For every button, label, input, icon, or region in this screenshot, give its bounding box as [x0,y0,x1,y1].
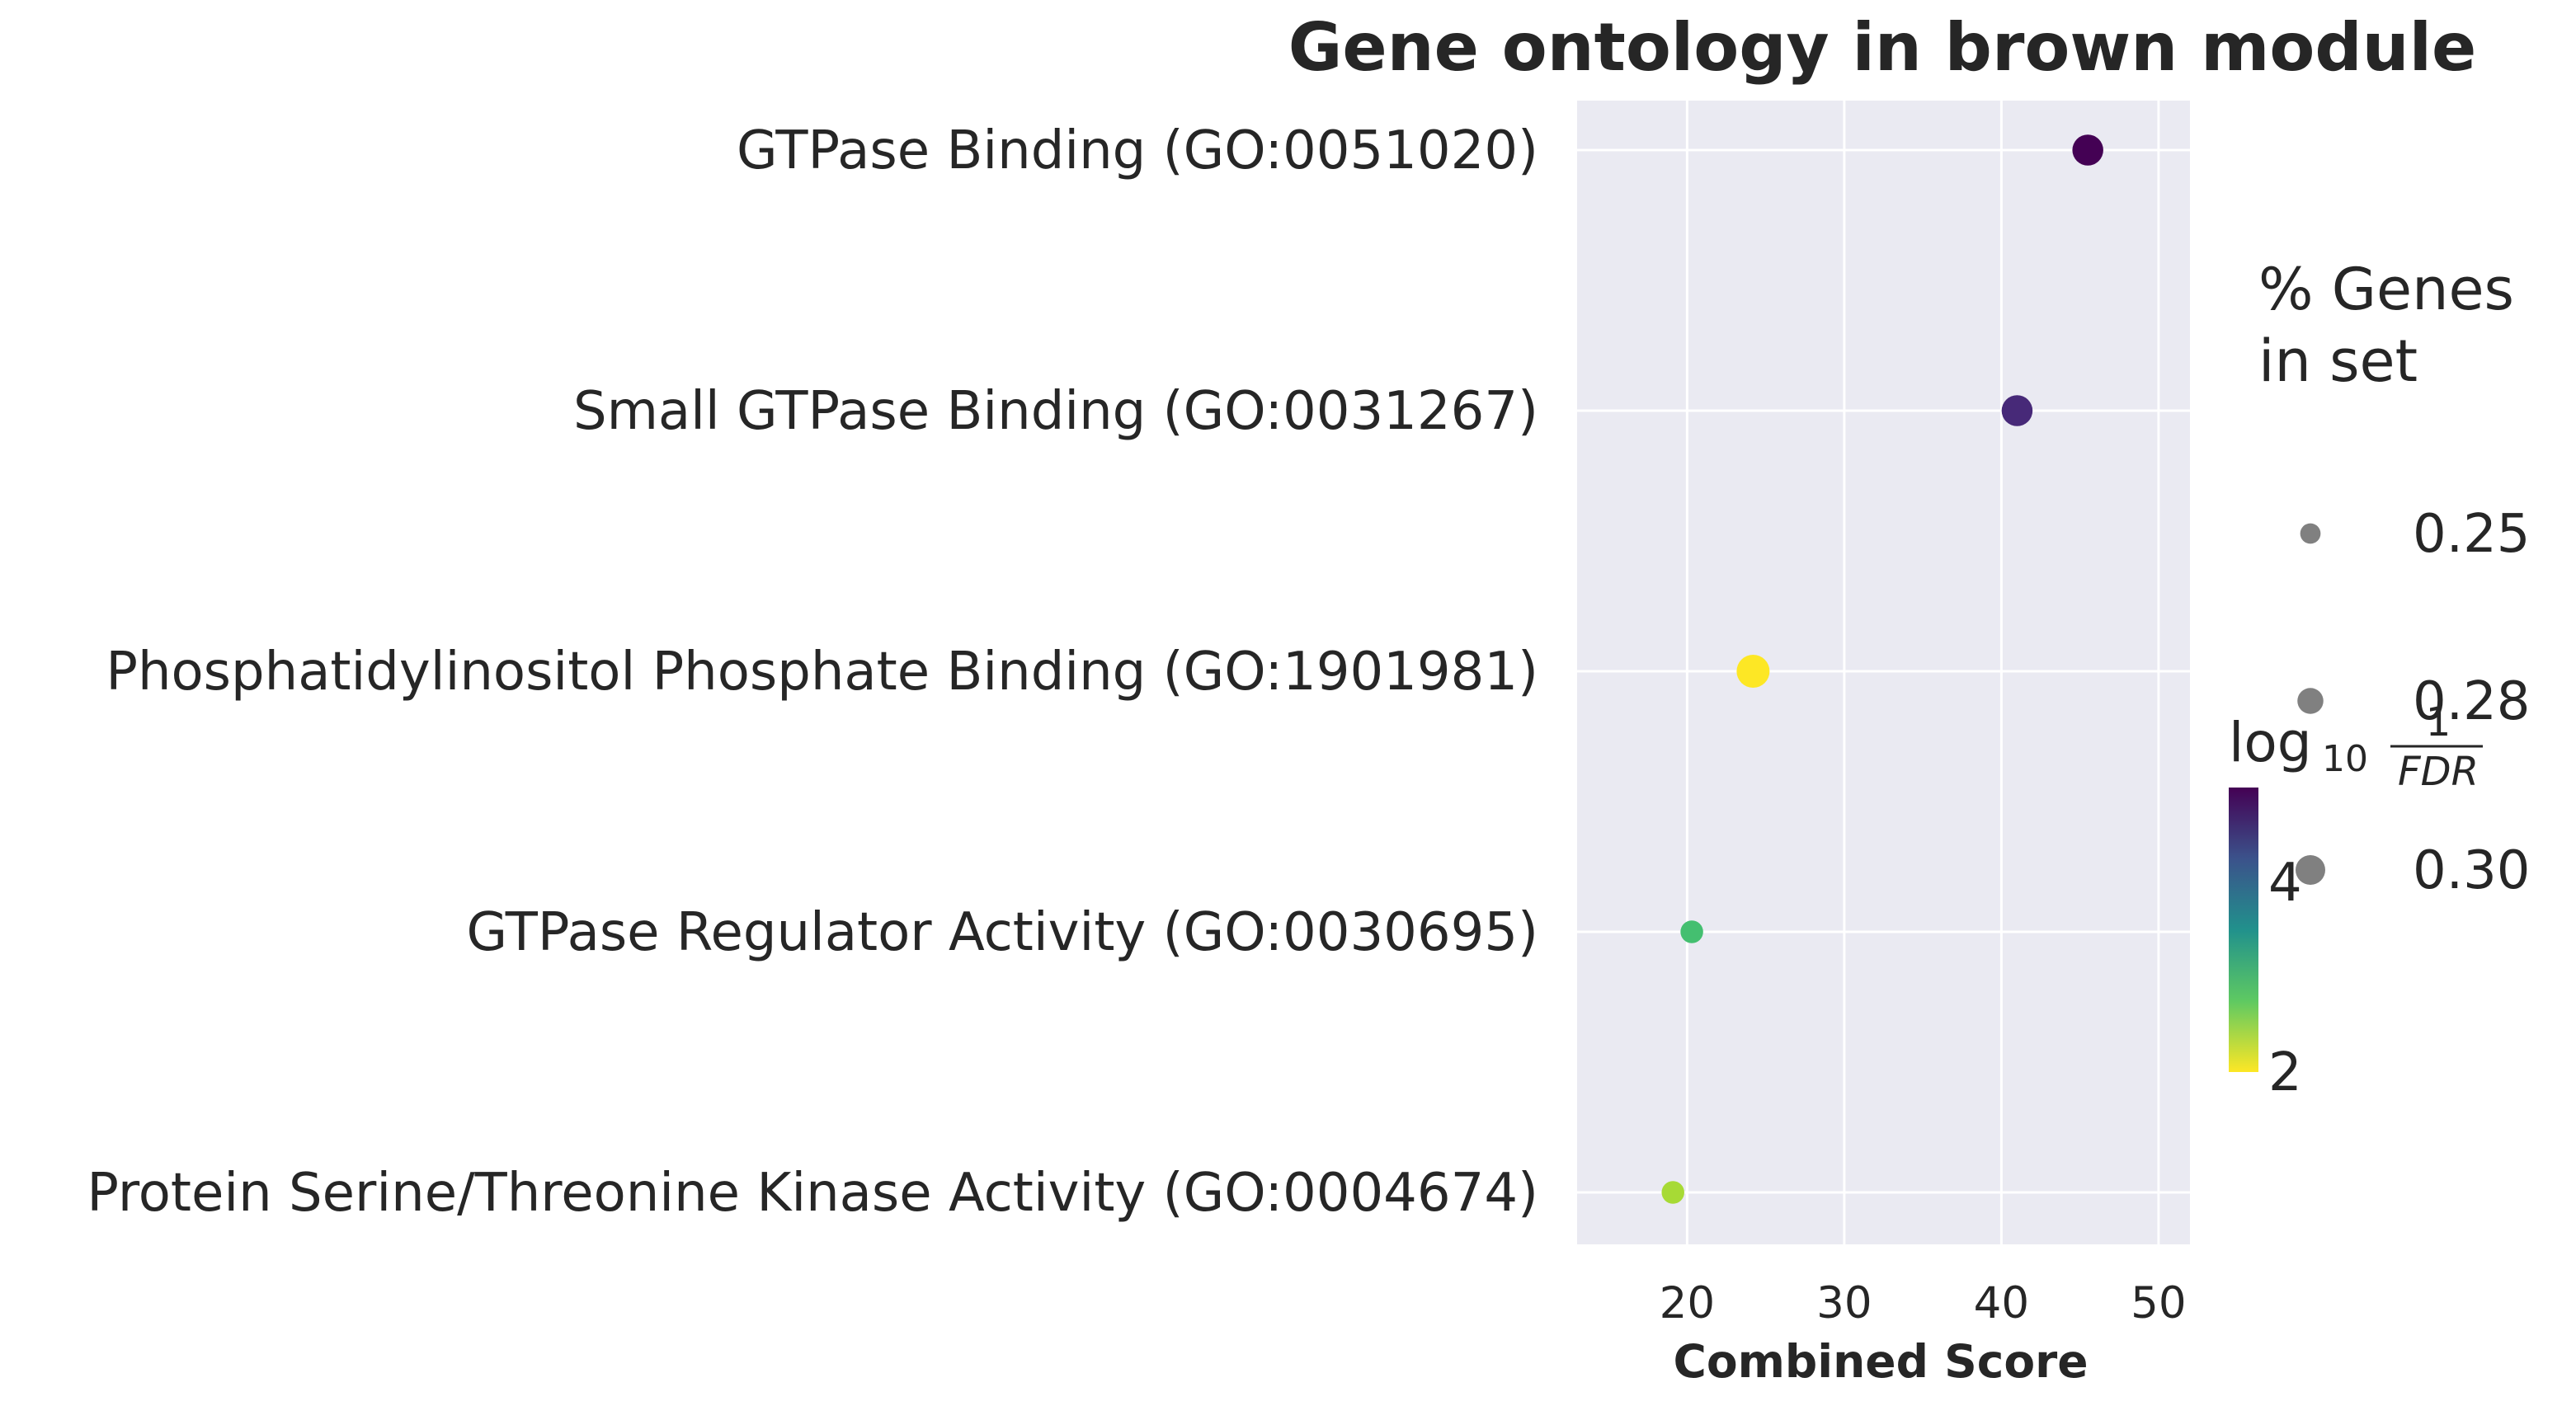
x-axis-label: Combined Score [1673,1335,2088,1388]
colorbar-tick-label: 4 [2268,853,2302,914]
x-tick-label: 20 [1660,1278,1715,1328]
category-label: Phosphatidylinositol Phosphate Binding (… [106,642,1538,703]
x-tick-label: 40 [1974,1278,2029,1328]
size-legend-marker [2296,855,2325,885]
category-label: Protein Serine/Threonine Kinase Activity… [87,1163,1538,1224]
colorbar-title-denominator: FDR [2398,749,2479,795]
size-legend-label: 0.30 [2413,840,2531,901]
data-points [1661,134,2103,1204]
category-label: Small GTPase Binding (GO:0031267) [573,381,1538,442]
size-legend-label: 0.28 [2413,671,2531,732]
size-legend-title-line-2: in set [2258,327,2418,395]
x-tick-label: 30 [1816,1278,1872,1328]
data-point [1661,1181,1684,1204]
size-legend: % Genes in set 0.25 0.28 0.30 [2258,256,2531,901]
chart-title: Gene ontology in brown module [1288,9,2477,86]
data-point [2001,395,2033,426]
category-label: GTPase Regulator Activity (GO:0030695) [466,902,1538,963]
colorbar-tick-label: 2 [2268,1042,2302,1103]
x-tick-label: 50 [2131,1278,2186,1328]
category-labels: GTPase Binding (GO:0051020) Small GTPase … [87,120,1538,1224]
colorbar-gradient [2229,788,2258,1072]
x-tick-labels: 20 30 40 50 [1660,1278,2187,1328]
colorbar: log 10 1 FDR 2 4 [2229,699,2483,1103]
colorbar-title-numerator: 1 [2426,699,2451,745]
data-point [1736,655,1770,688]
size-legend-title-line-1: % Genes [2258,256,2514,323]
data-point [1680,920,1703,943]
size-legend-label: 0.25 [2413,504,2531,565]
colorbar-title-log: log [2229,711,2312,774]
data-point [2072,134,2103,166]
size-legend-marker [2297,688,2324,714]
category-label: GTPase Binding (GO:0051020) [737,120,1538,181]
colorbar-title-subscript: 10 [2322,738,2368,780]
size-legend-marker [2300,523,2321,544]
